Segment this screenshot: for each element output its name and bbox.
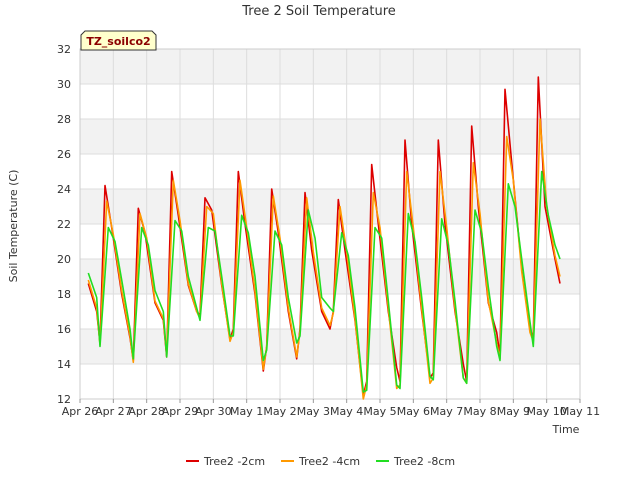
x-tick-label: May 10: [527, 405, 567, 418]
x-tick-label: Apr 30: [195, 405, 232, 418]
annotation-text: TZ_soilco2: [86, 35, 150, 48]
x-tick-label: May 5: [363, 405, 396, 418]
legend: Tree2 -2cm Tree2 -4cm Tree2 -8cm: [186, 455, 455, 468]
y-tick-label: 26: [57, 148, 71, 161]
x-tick-label: May 4: [330, 405, 363, 418]
background-band: [80, 189, 580, 224]
x-tick-label: Apr 29: [162, 405, 199, 418]
y-tick-label: 12: [57, 393, 71, 406]
x-tick-label: May 6: [397, 405, 430, 418]
x-tick-label: May 9: [497, 405, 530, 418]
plot-frame: [79, 48, 581, 400]
x-axis-label: Time: [552, 423, 580, 436]
y-tick-label: 16: [57, 323, 71, 336]
y-tick-label: 32: [57, 43, 71, 56]
background-band: [80, 329, 580, 364]
x-tick-label: May 1: [230, 405, 263, 418]
legend-label: Tree2 -4cm: [298, 455, 360, 468]
x-tick-label: Apr 28: [128, 405, 165, 418]
y-tick-label: 20: [57, 253, 71, 266]
x-tick-label: May 3: [297, 405, 330, 418]
x-tick-label: Apr 26: [62, 405, 99, 418]
background-band: [80, 119, 580, 154]
background-band: [80, 224, 580, 259]
chart-title: Tree 2 Soil Temperature: [241, 4, 396, 19]
background-band: [80, 364, 580, 399]
x-tick-label: May 2: [263, 405, 296, 418]
legend-label: Tree2 -8cm: [393, 455, 455, 468]
x-tick-label: May 11: [560, 405, 600, 418]
y-tick-label: 24: [57, 183, 71, 196]
y-axis-label: Soil Temperature (C): [7, 170, 20, 283]
background-band: [80, 84, 580, 119]
y-tick-label: 14: [57, 358, 71, 371]
x-tick-label: May 8: [463, 405, 496, 418]
y-tick-label: 30: [57, 78, 71, 91]
annotation-badge: TZ_soilco2: [80, 30, 157, 51]
y-tick-label: 18: [57, 288, 71, 301]
x-tick-label: May 7: [430, 405, 463, 418]
y-tick-label: 28: [57, 113, 71, 126]
background-band: [80, 259, 580, 294]
y-tick-label: 22: [57, 218, 71, 231]
legend-label: Tree2 -2cm: [203, 455, 265, 468]
series-line-tree2-8cm: [87, 170, 561, 393]
background-band: [80, 154, 580, 189]
series-lines: [87, 76, 561, 400]
background-band: [80, 49, 580, 84]
y-axis: 12 14 16 18 20 22 24 26 28 30 32: [57, 43, 71, 406]
x-tick-label: Apr 27: [95, 405, 132, 418]
